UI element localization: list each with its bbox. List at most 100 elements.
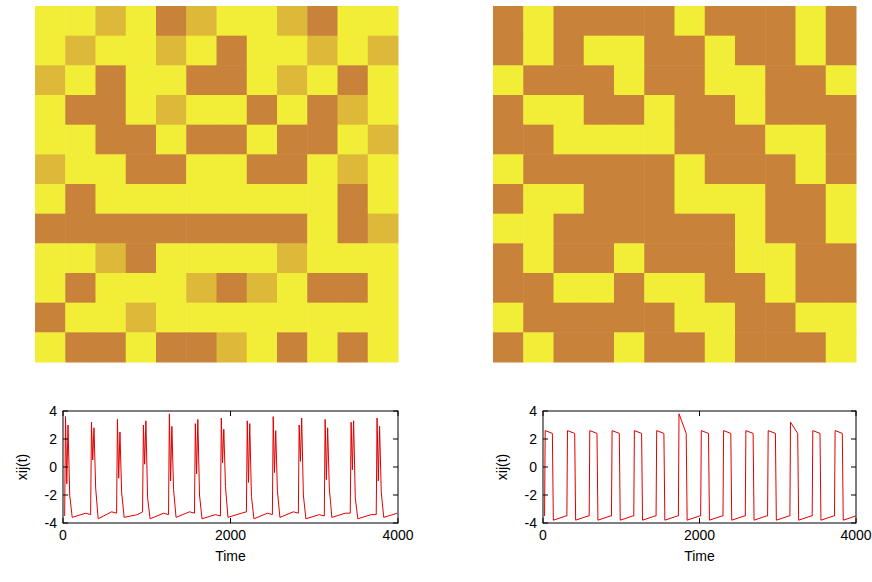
heat-cell: [217, 303, 248, 333]
heat-cell: [247, 214, 278, 244]
heat-cell: [277, 332, 308, 362]
heat-cell: [126, 243, 157, 273]
heat-cell: [338, 125, 369, 155]
heat-cell: [186, 125, 217, 155]
heat-cell: [186, 36, 217, 66]
y-tick-label: 0: [49, 459, 57, 475]
heat-cell: [675, 65, 706, 95]
heat-cell: [735, 303, 766, 333]
heat-cell: [307, 125, 338, 155]
plot-area: [65, 414, 397, 519]
heat-cell: [35, 273, 66, 303]
y-tick-label: -4: [45, 515, 58, 531]
heat-cell: [675, 303, 706, 333]
heat-cell: [554, 154, 585, 184]
heat-cell: [493, 6, 524, 36]
x-tick: [230, 411, 231, 416]
heat-cell: [217, 125, 248, 155]
series-line: [65, 414, 397, 519]
heat-cell: [338, 6, 369, 36]
heat-cell: [493, 273, 524, 303]
heat-cell: [675, 243, 706, 273]
heat-cell: [126, 303, 157, 333]
y-tick: [63, 467, 68, 468]
heat-cell: [705, 243, 736, 273]
heat-cell: [644, 273, 675, 303]
y-tick-label: -4: [525, 515, 538, 531]
heat-cell: [126, 332, 157, 362]
heat-cell: [96, 125, 127, 155]
heat-cell: [765, 95, 796, 125]
heat-cell: [705, 65, 736, 95]
heat-cell: [217, 6, 248, 36]
heat-cell: [277, 95, 308, 125]
heat-cell: [554, 243, 585, 273]
heat-cell: [826, 332, 857, 362]
heat-cell: [307, 332, 338, 362]
x-tick: [543, 518, 544, 523]
x-tick-label: 2000: [684, 527, 715, 543]
heat-cell: [217, 243, 248, 273]
y-tick: [393, 495, 398, 496]
heat-cell: [217, 154, 248, 184]
heat-cell: [705, 95, 736, 125]
heat-cell: [614, 36, 645, 66]
heat-cell: [523, 273, 554, 303]
y-tick-label: -2: [45, 487, 58, 503]
heat-cell: [765, 36, 796, 66]
heat-cell: [644, 303, 675, 333]
heat-cell: [156, 65, 187, 95]
heat-cell: [705, 273, 736, 303]
heat-cell: [826, 214, 857, 244]
frame: [543, 411, 856, 523]
heat-cell: [584, 125, 615, 155]
heat-cell: [277, 36, 308, 66]
heat-cell: [796, 36, 827, 66]
heat-cell: [523, 214, 554, 244]
heat-cell: [126, 36, 157, 66]
heat-cell: [675, 332, 706, 362]
heat-cell: [735, 36, 766, 66]
heat-cell: [368, 65, 399, 95]
heat-cell: [156, 214, 187, 244]
heat-cell: [368, 214, 399, 244]
heat-cell: [705, 184, 736, 214]
heat-cell: [368, 332, 399, 362]
heat-cell: [35, 243, 66, 273]
heat-cell: [675, 36, 706, 66]
x-tick: [63, 411, 64, 416]
heat-cell: [277, 214, 308, 244]
heat-cell: [735, 243, 766, 273]
heatmap: [493, 6, 857, 363]
y-tick: [851, 523, 856, 524]
heat-cell: [277, 273, 308, 303]
heat-cell: [765, 125, 796, 155]
heat-cell: [247, 154, 278, 184]
heat-cell: [765, 214, 796, 244]
heat-cell: [735, 154, 766, 184]
heat-cell: [493, 65, 524, 95]
heat-cell: [96, 95, 127, 125]
heat-cell: [156, 332, 187, 362]
heat-cell: [247, 36, 278, 66]
heat-cell: [96, 184, 127, 214]
heat-cell: [307, 36, 338, 66]
heat-cell: [735, 184, 766, 214]
y-tick: [63, 523, 68, 524]
heat-cell: [584, 154, 615, 184]
y-tick: [393, 523, 398, 524]
heat-cell: [796, 65, 827, 95]
heat-cell: [523, 65, 554, 95]
heat-cell: [65, 154, 96, 184]
heat-cell: [614, 95, 645, 125]
heat-cell: [493, 125, 524, 155]
heat-cell: [96, 6, 127, 36]
heat-cell: [307, 154, 338, 184]
heat-cell: [765, 154, 796, 184]
y-axis-title: xij(t): [14, 454, 30, 480]
heat-cell: [277, 184, 308, 214]
heat-cell: [493, 332, 524, 362]
heat-cell: [826, 36, 857, 66]
heat-cell: [247, 6, 278, 36]
heat-cell: [675, 95, 706, 125]
